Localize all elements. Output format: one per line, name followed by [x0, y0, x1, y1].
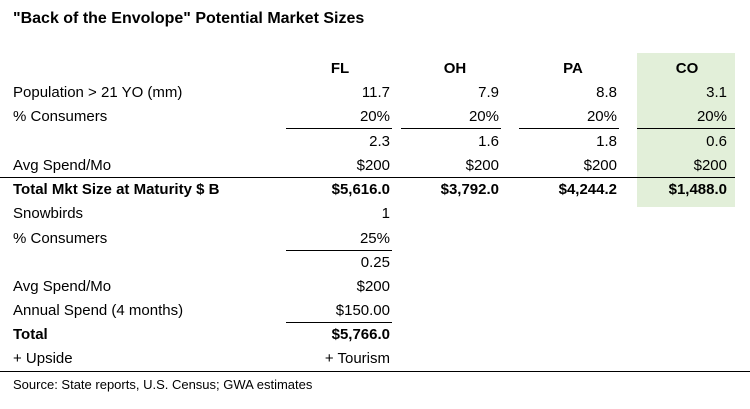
cell-pa-avg-spend: $200	[583, 157, 617, 174]
cell-fl-snowbird-avg-spend: $200	[356, 278, 390, 295]
row-label-avg-spend: Avg Spend/Mo	[13, 157, 112, 174]
cell-pa-total-mkt-size: $4,244.2	[558, 181, 617, 198]
rule-total-top	[0, 177, 735, 178]
cell-fl-upside: + Tourism	[324, 350, 390, 367]
rule-fl-1	[286, 128, 392, 129]
cell-fl-total-mkt-size: $5,616.0	[331, 181, 390, 198]
cell-pa-consumers: 1.8	[596, 133, 617, 150]
row-label-snowbirds: Snowbirds	[13, 205, 84, 222]
cell-fl-snowbirds: 1	[381, 205, 390, 222]
row-label-annual-spend: Annual Spend (4 months)	[13, 302, 184, 319]
cell-fl-annual-spend: $150.00	[335, 302, 390, 319]
cell-fl-snowbird-pct-consumers: 25%	[359, 230, 390, 247]
rule-co-1	[637, 128, 735, 129]
column-header-oh: OH	[443, 60, 467, 77]
cell-co-total-mkt-size: $1,488.0	[668, 181, 727, 198]
footer-divider	[0, 371, 750, 372]
row-label-snowbird-avg-spend: Avg Spend/Mo	[13, 278, 112, 295]
rule-fl-2	[286, 250, 392, 251]
row-label-upside: + Upside	[13, 350, 73, 367]
cell-pa-pct-consumers: 20%	[586, 108, 617, 125]
cell-co-avg-spend: $200	[693, 157, 727, 174]
row-label-total-mkt-size: Total Mkt Size at Maturity $ B	[13, 181, 220, 198]
cell-fl-snowbird-consumers: 0.25	[360, 254, 390, 271]
cell-co-population: 3.1	[706, 84, 727, 101]
column-header-pa: PA	[563, 60, 583, 77]
rule-oh-1	[401, 128, 501, 129]
column-header-co: CO	[675, 60, 699, 77]
row-label-pct-consumers: % Consumers	[13, 108, 108, 125]
cell-oh-population: 7.9	[478, 84, 499, 101]
rule-pa-1	[519, 128, 619, 129]
cell-fl-total: $5,766.0	[331, 326, 390, 343]
cell-oh-total-mkt-size: $3,792.0	[440, 181, 499, 198]
column-header-fl: FL	[330, 60, 350, 77]
source-note: Source: State reports, U.S. Census; GWA …	[13, 377, 313, 392]
cell-fl-avg-spend: $200	[356, 157, 390, 174]
co-column-highlight	[637, 53, 735, 207]
row-label-total: Total	[13, 326, 48, 343]
cell-pa-population: 8.8	[596, 84, 617, 101]
table-title: "Back of the Envolope" Potential Market …	[13, 10, 365, 27]
cell-fl-population: 11.7	[361, 84, 390, 101]
cell-oh-avg-spend: $200	[465, 157, 499, 174]
rule-fl-3	[286, 322, 392, 323]
row-label-population: Population > 21 YO (mm)	[13, 84, 183, 101]
row-label-snowbird-pct-consumers: % Consumers	[13, 230, 108, 247]
cell-oh-consumers: 1.6	[478, 133, 499, 150]
cell-fl-pct-consumers: 20%	[359, 108, 390, 125]
cell-co-consumers: 0.6	[706, 133, 727, 150]
cell-fl-consumers: 2.3	[369, 133, 390, 150]
cell-co-pct-consumers: 20%	[696, 108, 727, 125]
cell-oh-pct-consumers: 20%	[468, 108, 499, 125]
